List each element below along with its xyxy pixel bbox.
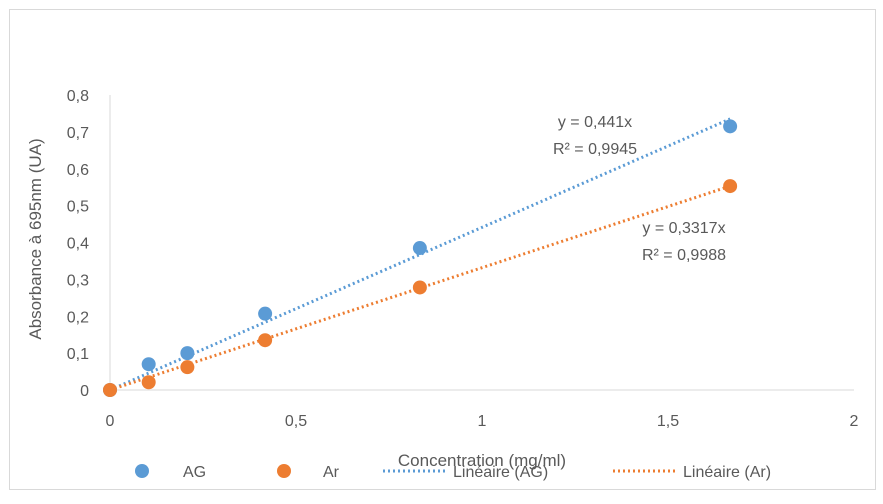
data-point-ar [103,383,117,397]
data-point-ag [412,241,427,256]
x-axis-title: Concentration (mg/ml) [398,451,566,470]
data-point-ar [141,375,156,390]
data-point-ag [180,346,195,361]
data-point-ar [180,360,195,375]
legend: AG Ar Linéaire (AG) Linéaire (Ar) [135,464,771,481]
y-tick-label: 0,1 [67,346,89,363]
data-point-ar [723,179,738,194]
data-point-ag [141,357,156,372]
y-tick-label: 0 [80,383,89,400]
y-axis-title: Absorbance à 695nm (UA) [26,138,45,339]
y-tick-label: 0,7 [67,125,89,142]
legend-marker-ar [277,464,291,478]
axes: 0 0,1 0,2 0,3 0,4 0,5 0,6 0,7 0,8 0 0,5 1 1,5 2 [67,88,859,430]
legend-marker-ag [135,464,149,478]
y-tick-label: 0,3 [67,272,89,289]
y-tick-label: 0,6 [67,162,89,179]
y-tick-label: 0,4 [67,236,89,253]
x-tick-label: 1,5 [657,413,679,430]
x-tick-label: 1 [478,413,487,430]
data-point-ar [258,333,273,348]
y-tick-label: 0,2 [67,309,89,326]
ar-r2-label: R² = 0,9988 [642,247,726,264]
x-tick-label: 0 [106,413,115,430]
data-point-ag [258,306,273,321]
ar-equation-label: y = 0,3317x [642,220,725,237]
y-tick-label: 0,8 [67,88,89,105]
data-point-ag [723,119,738,134]
x-tick-label: 0,5 [285,413,307,430]
legend-label-linear-ag: Linéaire (AG) [453,464,548,481]
ag-equation-label: y = 0,441x [558,114,632,131]
trendline-annotations: y = 0,441x R² = 0,9945 y = 0,3317x R² = … [553,114,726,264]
legend-label-ag: AG [183,464,206,481]
data-point-ar [412,280,427,295]
legend-label-ar: Ar [323,464,340,481]
ag-r2-label: R² = 0,9945 [553,141,637,158]
y-tick-label: 0,5 [67,199,89,216]
data-points [103,119,738,397]
chart-border [9,9,876,490]
x-tick-label: 2 [850,413,859,430]
legend-label-linear-ar: Linéaire (Ar) [683,464,771,481]
